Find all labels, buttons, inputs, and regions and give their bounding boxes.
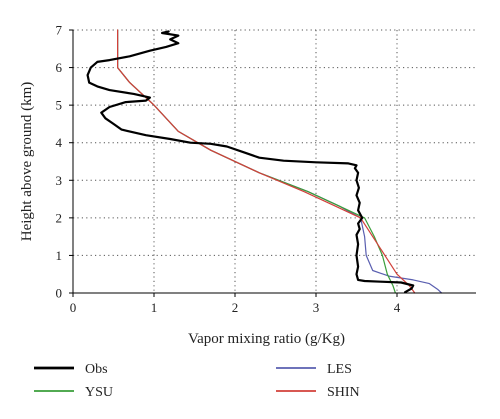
series-lines xyxy=(86,29,443,294)
x-tick-label: 3 xyxy=(313,300,320,315)
axes xyxy=(69,29,476,297)
y-tick-label: 4 xyxy=(56,135,63,150)
y-tick-label: 0 xyxy=(56,286,63,301)
x-tick-label: 2 xyxy=(232,300,239,315)
series-line-les xyxy=(117,29,443,294)
y-axis-label: Height above ground (km) xyxy=(19,82,35,242)
x-tick-label: 4 xyxy=(394,300,401,315)
y-tick-label: 6 xyxy=(56,60,63,75)
y-tick-label: 3 xyxy=(56,173,63,188)
legend-label-obs: Obs xyxy=(85,362,108,377)
legend-label-les: LES xyxy=(327,362,352,377)
tick-labels: 0 1 2 3 4 0 1 2 3 4 5 6 7 xyxy=(56,23,401,316)
x-axis-label: Vapor mixing ratio (g/Kg) xyxy=(188,331,345,347)
y-tick-label: 2 xyxy=(56,210,63,225)
y-tick-label: 7 xyxy=(56,23,63,38)
series-line-shin xyxy=(117,29,416,294)
x-tick-label: 0 xyxy=(70,300,77,315)
series-line-ysu xyxy=(117,29,396,294)
x-tick-label: 1 xyxy=(151,300,158,315)
y-tick-label: 1 xyxy=(56,248,63,263)
grid xyxy=(73,29,476,293)
legend-label-shin: SHIN xyxy=(327,385,360,400)
legend: Obs LES YSU SHIN xyxy=(34,362,360,400)
legend-label-ysu: YSU xyxy=(85,385,113,400)
series-line-obs xyxy=(86,30,415,294)
y-tick-label: 5 xyxy=(56,98,63,113)
